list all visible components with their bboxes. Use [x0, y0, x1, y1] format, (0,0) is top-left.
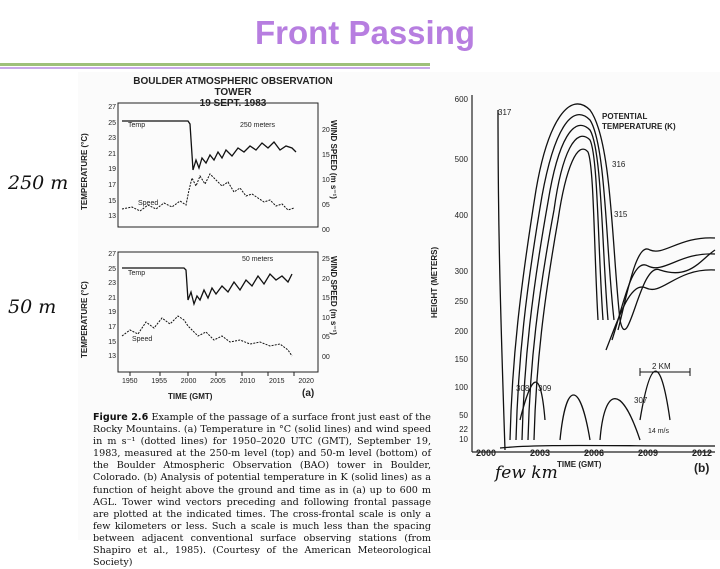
- tick: 15: [322, 152, 330, 159]
- top-right-ticks: 20 15 10 05 00: [322, 118, 330, 243]
- tick: 19: [108, 166, 116, 174]
- tick: 600: [454, 95, 468, 104]
- bottom-speed-trace: [121, 315, 293, 357]
- tick: 500: [454, 155, 468, 164]
- annotation-250m: 250 m: [8, 172, 69, 194]
- tick: 22: [459, 425, 468, 434]
- top-level-label: 250 meters: [240, 122, 276, 129]
- contour-label: 307: [634, 396, 648, 405]
- figure-caption: Figure 2.6 Example of the passage of a s…: [93, 412, 431, 569]
- tick: 2003: [529, 448, 551, 458]
- tick: 100: [454, 383, 468, 392]
- tick: 2005: [210, 378, 226, 385]
- caption-text: Example of the passage of a surface fron…: [93, 412, 431, 569]
- panel-b: [471, 95, 716, 453]
- panel-b-y-label: HEIGHT (METERS): [430, 246, 439, 318]
- tick: 2009: [637, 448, 658, 458]
- tick: 2020: [298, 378, 314, 385]
- tick: 2006: [583, 448, 604, 458]
- top-temp-label: Temp: [128, 122, 146, 129]
- slide-title: Front Passing: [254, 14, 476, 51]
- title-divider-purple: [0, 67, 430, 69]
- tick: 25: [108, 265, 116, 273]
- tick: 15: [108, 338, 116, 346]
- contour-label: 308: [516, 384, 530, 393]
- tick: 23: [108, 280, 116, 288]
- tick: 2000: [180, 378, 197, 385]
- tick: 27: [108, 104, 116, 111]
- figure-heading-line1: BOULDER ATMOSPHERIC OBSERVATION TOWER: [133, 76, 333, 98]
- top-speed-label: Speed: [138, 200, 159, 207]
- tick: 25: [322, 256, 330, 263]
- top-speed-trace: [121, 173, 295, 212]
- tick: 21: [108, 294, 116, 302]
- top-left-ticks: 27 25 23 21 19 17 15 13: [102, 100, 116, 225]
- panel-b-x-label: TIME (GMT): [557, 460, 602, 469]
- panel-b-x-ticks: 2000 2003 2006 2009 2012: [476, 448, 712, 458]
- tick: 17: [108, 323, 116, 331]
- tick: 19: [108, 309, 116, 317]
- tick: 10: [322, 177, 330, 184]
- tick: 15: [322, 295, 330, 302]
- tick: 15: [108, 197, 116, 205]
- tick: 200: [454, 327, 468, 336]
- annotation-50m: 50 m: [8, 296, 57, 318]
- scale-label: 2 KM: [652, 362, 671, 371]
- tick: 10: [322, 314, 330, 322]
- tick: 13: [108, 213, 116, 221]
- tick: 25: [108, 119, 116, 127]
- top-temp-trace: [122, 120, 297, 171]
- bottom-level-label: 50 meters: [242, 256, 274, 263]
- tick: 27: [108, 251, 116, 258]
- tick: 17: [108, 181, 116, 189]
- contour-label: 317: [498, 108, 512, 117]
- caption-figure-number: Figure 2.6: [93, 412, 149, 423]
- tick: 1950: [122, 378, 138, 385]
- tick: 2015: [268, 378, 285, 385]
- contour-label: 316: [612, 160, 626, 169]
- tick: 05: [322, 202, 330, 209]
- potential-temperature-contours: [497, 103, 716, 451]
- tick: 250: [454, 297, 468, 306]
- contour-label: 315: [614, 210, 628, 219]
- tick: 300: [454, 267, 468, 276]
- bottom-left-ticks: 27 25 23 21 19 17 15 13: [102, 248, 116, 365]
- tick: 2012: [691, 448, 712, 458]
- tick: 13: [108, 353, 116, 361]
- tick: 23: [108, 135, 116, 143]
- tick: 1955: [151, 378, 167, 385]
- panel-a: [117, 102, 319, 376]
- panel-b-label: (b): [694, 461, 710, 475]
- wind-scale-label: 14 m/s: [648, 428, 670, 435]
- legend-line2: TEMPERATURE (K): [602, 122, 676, 131]
- panel-a-label: (a): [302, 388, 315, 399]
- panel-b-legend: POTENTIAL TEMPERATURE (K): [602, 112, 676, 132]
- tick: 20: [322, 275, 330, 283]
- title-divider-green: [0, 63, 430, 66]
- tick: 10: [459, 435, 468, 444]
- tick: 00: [322, 227, 330, 234]
- tick: 50: [459, 411, 468, 420]
- panel-a-x-label: TIME (GMT): [168, 392, 213, 401]
- tick: 20: [322, 127, 330, 134]
- bottom-temp-label: Temp: [128, 270, 146, 277]
- annotation-few-km: few km: [495, 463, 558, 483]
- bottom-temp-trace: [122, 267, 293, 307]
- tick: 150: [454, 355, 468, 364]
- legend-line1: POTENTIAL: [602, 112, 648, 121]
- tick: 05: [322, 334, 330, 341]
- panel-a-x-ticks: 1950 1955 2000 2005 2010 2015 2020: [118, 378, 318, 385]
- tick: 00: [322, 353, 330, 361]
- tick: 21: [108, 150, 116, 158]
- tick: 2000: [476, 448, 497, 458]
- bottom-speed-label: Speed: [132, 336, 153, 343]
- bottom-right-ticks: 25 20 15 10 05 00: [322, 250, 330, 367]
- contour-label: 309: [538, 384, 552, 393]
- tick: 2010: [239, 378, 256, 385]
- tick: 400: [454, 211, 468, 220]
